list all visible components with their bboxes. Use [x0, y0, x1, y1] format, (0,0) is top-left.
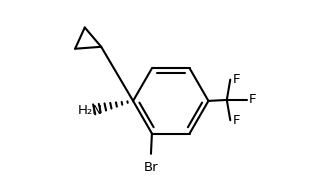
Text: F: F — [249, 93, 256, 106]
Text: F: F — [233, 73, 240, 86]
Text: H₂N: H₂N — [78, 104, 103, 117]
Text: F: F — [233, 114, 240, 127]
Text: Br: Br — [144, 161, 158, 174]
